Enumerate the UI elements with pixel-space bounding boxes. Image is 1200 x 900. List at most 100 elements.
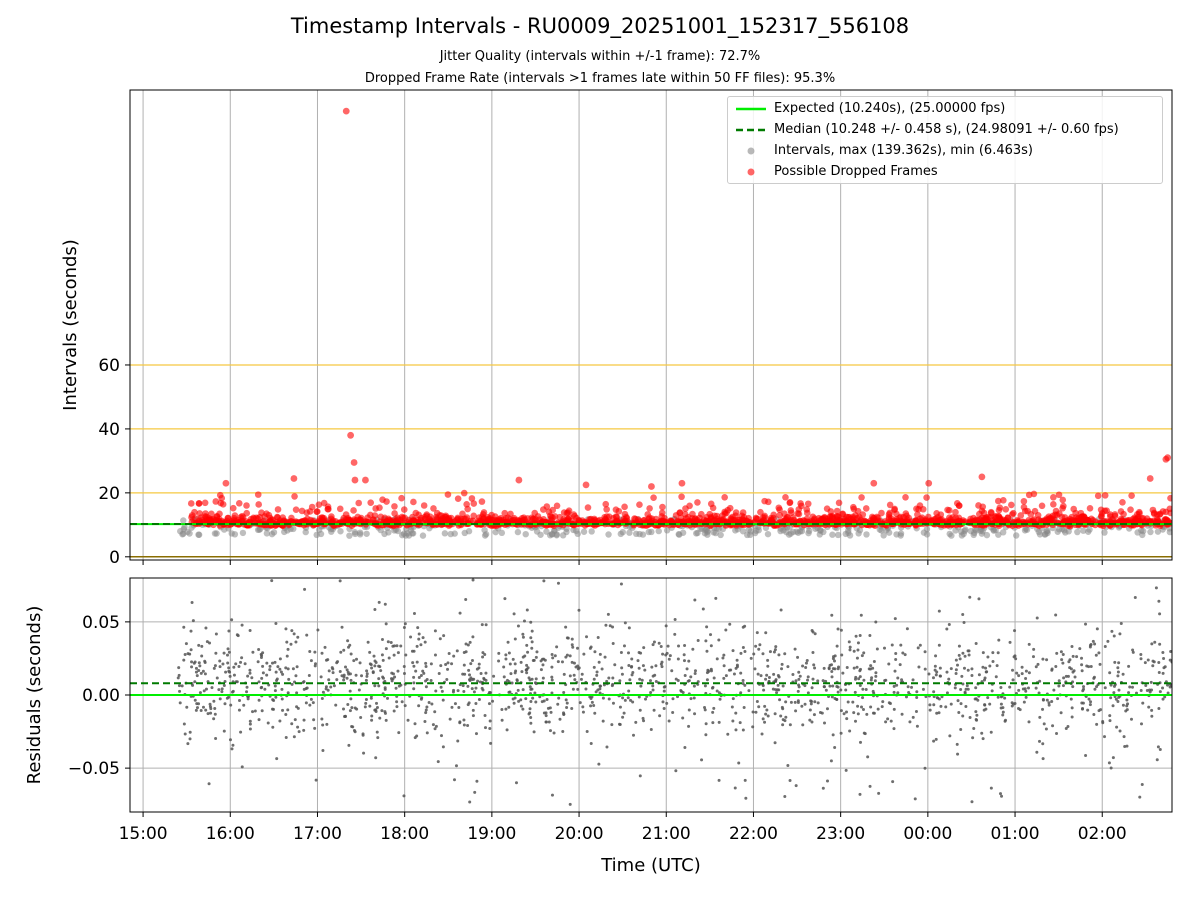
residual-point bbox=[423, 640, 427, 644]
interval-point bbox=[409, 530, 416, 537]
residual-point bbox=[884, 678, 888, 682]
residual-point bbox=[1139, 688, 1143, 692]
residual-point bbox=[973, 697, 977, 701]
residual-point bbox=[222, 684, 226, 688]
residual-point bbox=[1139, 657, 1143, 661]
residual-point bbox=[1138, 795, 1142, 799]
residual-point bbox=[964, 704, 968, 708]
residual-point bbox=[754, 710, 758, 714]
residual-point bbox=[630, 664, 634, 668]
dropped-point bbox=[469, 517, 477, 525]
interval-point bbox=[548, 531, 556, 538]
dropped-point bbox=[1128, 492, 1135, 499]
residual-point bbox=[1098, 662, 1102, 666]
residual-point bbox=[582, 652, 586, 656]
residual-point bbox=[265, 673, 269, 677]
residual-point bbox=[566, 636, 570, 640]
residual-point bbox=[825, 707, 829, 711]
residual-point bbox=[483, 726, 487, 730]
residual-point bbox=[352, 659, 356, 663]
residual-point bbox=[571, 645, 575, 649]
residual-point bbox=[999, 706, 1003, 710]
residual-point bbox=[193, 680, 197, 684]
dropped-point bbox=[436, 511, 444, 519]
residual-point bbox=[743, 649, 747, 653]
residual-point bbox=[199, 671, 203, 675]
residual-point bbox=[898, 663, 902, 667]
dropped-point bbox=[342, 511, 350, 518]
dropped-point bbox=[409, 517, 417, 524]
residual-point bbox=[830, 695, 834, 699]
residual-point bbox=[1169, 650, 1172, 654]
residual-point bbox=[990, 689, 994, 693]
residual-point bbox=[631, 700, 635, 704]
residual-point bbox=[593, 711, 597, 715]
residual-point bbox=[346, 703, 350, 707]
residual-point bbox=[226, 661, 230, 665]
residual-point bbox=[197, 643, 201, 647]
residual-point bbox=[685, 667, 689, 671]
residual-point bbox=[561, 729, 565, 733]
residual-point bbox=[373, 608, 377, 612]
residual-point bbox=[1069, 697, 1073, 701]
residual-point bbox=[781, 684, 785, 688]
residual-point bbox=[1052, 688, 1056, 692]
residual-point bbox=[468, 800, 472, 804]
residual-point bbox=[257, 718, 261, 722]
residual-point bbox=[668, 654, 672, 658]
residual-point bbox=[516, 624, 520, 628]
x-tick-label: 17:00 bbox=[293, 824, 342, 844]
residual-point bbox=[191, 619, 195, 623]
residual-point bbox=[665, 701, 669, 705]
residual-point bbox=[774, 678, 778, 682]
residual-point bbox=[237, 664, 241, 668]
residual-point bbox=[212, 666, 216, 670]
dropped-point bbox=[237, 513, 245, 521]
residual-point bbox=[1151, 664, 1155, 668]
residual-point bbox=[1166, 683, 1170, 687]
residual-point bbox=[424, 685, 428, 689]
residual-point bbox=[513, 637, 517, 641]
dropped-point bbox=[468, 495, 476, 502]
residual-point bbox=[346, 670, 350, 674]
residual-point bbox=[722, 664, 726, 668]
residual-point bbox=[627, 664, 631, 668]
residual-point bbox=[417, 704, 421, 708]
residual-point bbox=[568, 802, 572, 806]
residual-point bbox=[1111, 704, 1115, 708]
residual-point bbox=[395, 644, 399, 648]
residual-point bbox=[873, 679, 877, 683]
residual-point bbox=[369, 696, 373, 700]
dropped-point bbox=[721, 494, 728, 501]
residual-point bbox=[1128, 685, 1132, 689]
interval-point bbox=[744, 531, 751, 539]
residual-point bbox=[429, 678, 433, 682]
residual-point bbox=[522, 619, 526, 623]
residual-point bbox=[934, 673, 938, 677]
residual-point bbox=[519, 660, 523, 664]
residual-point bbox=[562, 672, 566, 676]
residual-point bbox=[996, 695, 1000, 699]
residual-point bbox=[370, 718, 374, 722]
residual-point bbox=[270, 579, 274, 583]
residual-point bbox=[986, 696, 990, 700]
residual-point bbox=[396, 669, 400, 673]
dropped-point bbox=[196, 510, 203, 517]
dropped-point bbox=[787, 507, 795, 514]
residual-point bbox=[728, 622, 732, 626]
residual-point bbox=[1066, 674, 1070, 678]
dropped-point bbox=[1072, 509, 1079, 517]
dropped-point bbox=[1163, 519, 1171, 527]
residual-point bbox=[1012, 655, 1016, 659]
residual-point bbox=[891, 780, 895, 784]
residual-point bbox=[550, 678, 554, 682]
interval-point bbox=[633, 530, 640, 538]
dropped-point bbox=[383, 498, 390, 505]
residual-point bbox=[245, 690, 249, 694]
residual-point bbox=[380, 709, 384, 713]
dropped-point bbox=[1117, 508, 1125, 515]
residual-point bbox=[415, 644, 419, 648]
residual-point bbox=[910, 685, 914, 689]
dropped-point bbox=[981, 522, 988, 529]
residual-point bbox=[184, 642, 188, 646]
